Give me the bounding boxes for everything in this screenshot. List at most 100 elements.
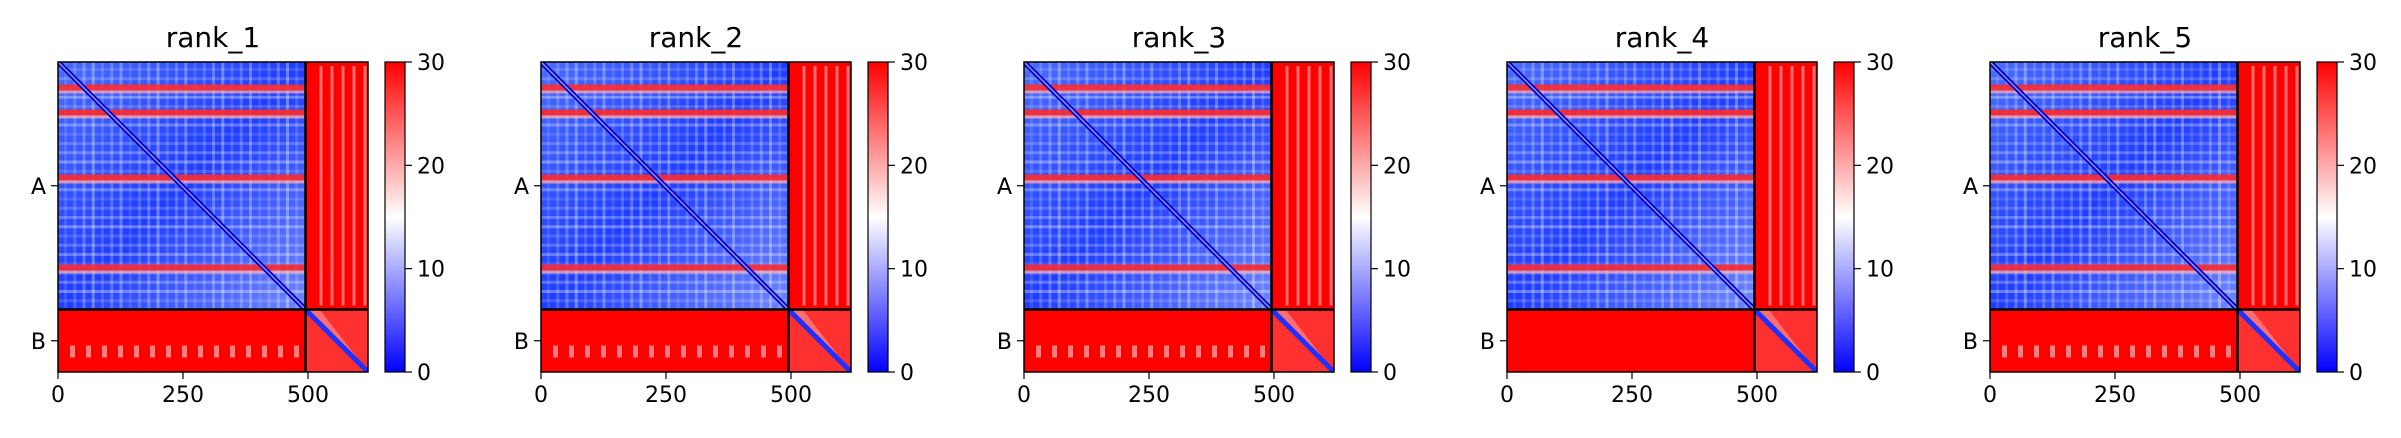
texture-row [1507, 68, 1755, 71]
texture-col [1252, 62, 1255, 310]
texture-col [2218, 62, 2221, 310]
texture-row [541, 123, 789, 127]
texture-row [541, 188, 789, 192]
axes-frame [1023, 61, 1335, 373]
texture-row [58, 206, 306, 210]
texture-col [1318, 66, 1322, 306]
texture-col [1670, 62, 1674, 310]
texture-col [1522, 62, 1526, 310]
texture-col [165, 62, 169, 310]
x-tick-label: 0 [1983, 383, 1997, 408]
texture-col [230, 62, 234, 310]
texture-col [778, 62, 782, 310]
y-tick-label: B [1963, 330, 1978, 355]
texture-col [1531, 62, 1535, 310]
texture-row [541, 216, 789, 219]
texture-col [212, 62, 215, 310]
texture-row [58, 105, 306, 108]
texture-spot [214, 345, 219, 358]
texture-spot [633, 345, 638, 358]
texture-col [1559, 62, 1563, 310]
texture-col [648, 62, 652, 310]
y-tick-label: A [997, 175, 1012, 200]
texture-spot [1260, 345, 1265, 358]
texture-row [1024, 299, 1272, 303]
texture-row [1990, 216, 2238, 219]
texture-spot [745, 345, 750, 358]
texture-row [1024, 151, 1272, 155]
texture-col [685, 62, 689, 310]
texture-row [541, 225, 789, 229]
texture-col [2005, 62, 2009, 310]
texture-col [732, 62, 735, 310]
colorbar-tick-label: 10 [1866, 258, 1894, 283]
texture-col [1587, 62, 1590, 310]
texture-spot [601, 345, 606, 358]
red-band [1507, 174, 1755, 181]
y-tick-label: B [1480, 330, 1495, 355]
texture-col [2190, 62, 2194, 310]
texture-col [1790, 66, 1794, 306]
x-tick-label: 250 [1611, 383, 1653, 408]
texture-spot [1052, 345, 1057, 358]
texture-row [1024, 188, 1272, 192]
red-band-edge [1507, 115, 1755, 119]
texture-col [1624, 62, 1627, 310]
texture-spot [118, 345, 123, 358]
texture-col [1030, 62, 1033, 310]
heatmap-image [58, 62, 368, 372]
texture-row [58, 225, 306, 229]
texture-col [1141, 62, 1144, 310]
texture-col [2284, 66, 2288, 306]
x-tick-label: 250 [162, 383, 204, 408]
red-band-edge [541, 115, 789, 119]
texture-spot [2114, 345, 2119, 358]
texture-row [1024, 123, 1272, 127]
texture-row [541, 243, 789, 247]
red-band [58, 109, 306, 116]
texture-col [1596, 62, 1600, 310]
panel-title: rank_2 [649, 21, 743, 54]
texture-col [2134, 62, 2138, 310]
texture-row [58, 253, 306, 256]
texture-row [1990, 188, 2238, 192]
y-tick-label: A [1480, 175, 1495, 200]
diagonal-b [1752, 307, 1817, 372]
texture-row [58, 123, 306, 127]
texture-row [58, 95, 306, 99]
texture-col [1513, 62, 1516, 310]
red-band [1024, 84, 1272, 91]
texture-spot [585, 345, 590, 358]
texture-row [541, 132, 789, 136]
texture-spot [262, 345, 267, 358]
diagonal-b [1269, 307, 1334, 372]
block-b-a [541, 309, 789, 372]
block-b-a [58, 309, 306, 372]
texture-spot [1148, 345, 1153, 358]
texture-row [1990, 243, 2238, 247]
texture-col [846, 66, 850, 306]
texture-col [175, 62, 178, 310]
texture-spot [1228, 345, 1233, 358]
heatmap-panel-3: rank_3 0 250 500 A B 0 10 20 30 [997, 21, 1411, 408]
texture-row [541, 169, 789, 173]
texture-col [1261, 62, 1265, 310]
texture-spot [2018, 345, 2023, 358]
colorbar-tick-label: 30 [1383, 51, 1411, 76]
texture-col [101, 62, 104, 310]
red-band [1024, 264, 1272, 271]
texture-col [156, 62, 160, 310]
x-tick-label: 0 [1017, 383, 1031, 408]
texture-col [1661, 62, 1664, 310]
block-a-b [788, 62, 851, 310]
texture-col [835, 66, 839, 306]
texture-spot [1244, 345, 1249, 358]
texture-spot [1212, 345, 1217, 358]
block-a-b [1754, 62, 1817, 310]
red-band-edge [58, 90, 306, 94]
texture-spot [198, 345, 203, 358]
texture-spot [1196, 345, 1201, 358]
colorbar-tick-label: 20 [1383, 154, 1411, 179]
colorbar [2316, 61, 2338, 373]
texture-col [1307, 66, 1311, 306]
